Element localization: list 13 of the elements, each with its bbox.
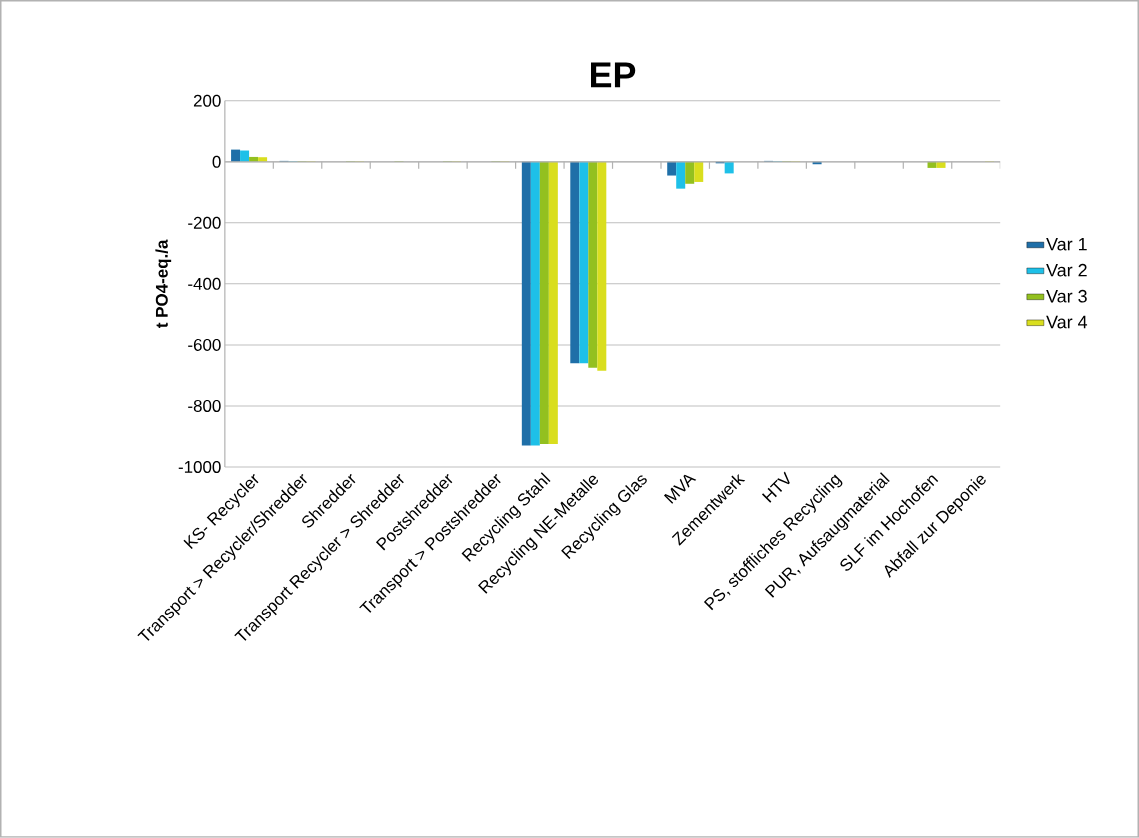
legend-label: Var 2 bbox=[1046, 263, 1087, 277]
y-tick-label: -200 bbox=[188, 216, 221, 229]
legend-label: Var 3 bbox=[1046, 289, 1087, 303]
y-tick-label: 0 bbox=[212, 155, 221, 168]
chart-title: EP bbox=[591, 62, 636, 88]
legend-label: Var 1 bbox=[1046, 238, 1087, 251]
y-axis-title: t PO4-eq./a bbox=[155, 239, 172, 328]
y-tick-label: -600 bbox=[188, 338, 221, 351]
y-tick-label: -800 bbox=[188, 399, 221, 412]
y-tick-label: -1000 bbox=[178, 461, 221, 474]
legend-label: Var 4 bbox=[1046, 315, 1088, 329]
y-tick-label: -400 bbox=[188, 277, 221, 290]
y-tick-label: 200 bbox=[193, 94, 221, 107]
